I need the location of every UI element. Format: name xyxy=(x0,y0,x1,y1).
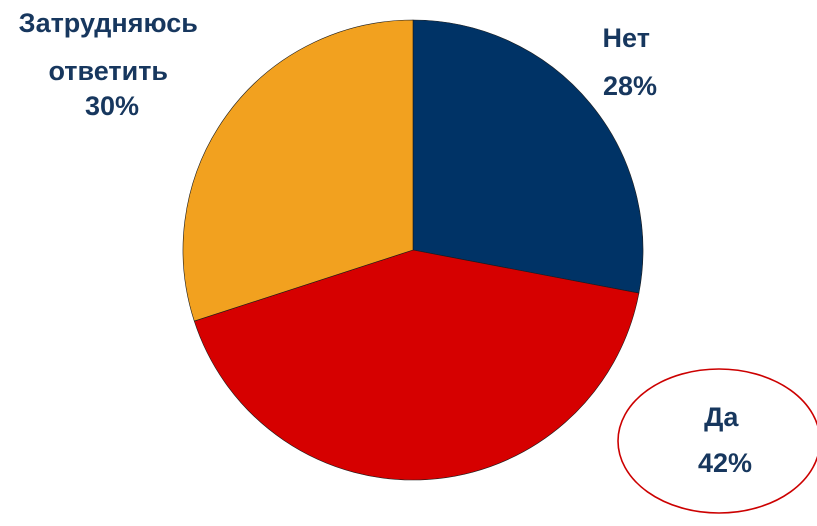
label-zatrudnyayus-line2: ответить xyxy=(48,56,168,86)
pie-slice-0 xyxy=(412,19,644,294)
label-da-value: 42% xyxy=(698,448,752,478)
highlight-ellipse-da xyxy=(617,368,817,514)
label-net-category: Нет xyxy=(603,23,650,53)
label-zatrudnyayus: Затрудняюсь ответить 30% xyxy=(19,8,206,121)
slices-layer xyxy=(182,19,644,481)
pie-slice-1 xyxy=(193,249,640,481)
label-da: Да 42% xyxy=(698,402,752,478)
label-net: Нет 28% xyxy=(603,23,658,101)
pie-slice-2 xyxy=(182,19,414,322)
label-da-category: Да xyxy=(704,402,739,432)
label-net-value: 28% xyxy=(603,71,657,101)
label-zatrudnyayus-line1: Затрудняюсь xyxy=(19,8,198,38)
label-zatrudnyayus-value: 30% xyxy=(85,91,139,121)
